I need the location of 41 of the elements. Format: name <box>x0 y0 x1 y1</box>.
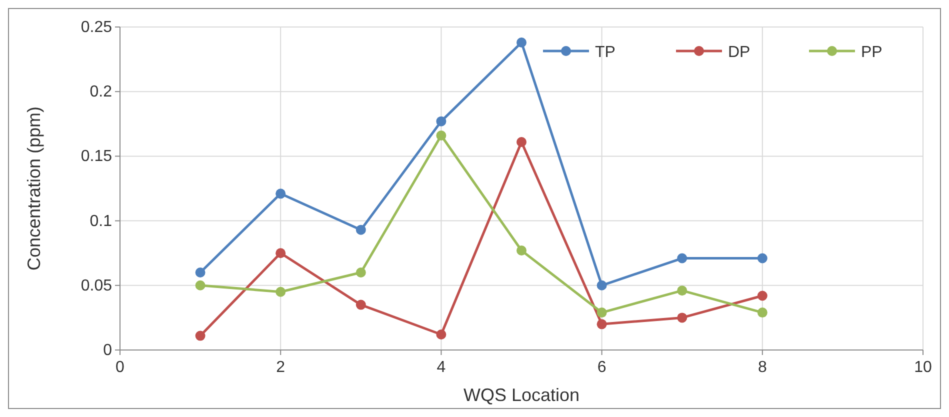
y-tick-label: 0.2 <box>90 84 112 101</box>
y-tick-label: 0.25 <box>80 19 112 36</box>
x-tick-label: 0 <box>116 359 125 376</box>
point <box>596 280 607 290</box>
x-tick-label: 4 <box>436 359 446 376</box>
point <box>436 329 446 340</box>
y-axis-title: Concentration (ppm) <box>24 106 44 271</box>
point <box>596 308 607 318</box>
point <box>276 248 286 258</box>
point <box>356 224 366 235</box>
point <box>677 286 688 296</box>
point <box>677 253 688 264</box>
point <box>596 319 607 330</box>
y-tick-label: 0.05 <box>80 277 112 294</box>
x-axis-title: WQS Location <box>463 385 580 405</box>
point <box>516 246 526 256</box>
point <box>516 38 526 48</box>
y-tick-label: 0.15 <box>80 148 112 166</box>
point <box>356 300 366 310</box>
x-tick-label: 6 <box>597 359 606 376</box>
point <box>757 253 768 264</box>
x-tick-label: 8 <box>758 359 767 376</box>
x-tick-label: 2 <box>276 359 286 376</box>
y-tick-label: 0.1 <box>90 212 112 230</box>
point <box>516 136 526 147</box>
point <box>677 312 688 323</box>
point <box>356 267 366 278</box>
point <box>436 116 446 126</box>
point <box>195 280 206 290</box>
point <box>195 330 206 341</box>
point <box>195 267 206 278</box>
legend-label: TP <box>595 44 616 61</box>
point <box>276 286 286 297</box>
point <box>276 188 286 199</box>
point <box>436 130 446 141</box>
y-tick-label: 0 <box>103 342 112 359</box>
x-tick-label: 10 <box>914 359 932 376</box>
legend-label: DP <box>728 44 750 61</box>
point <box>757 290 768 301</box>
point <box>757 308 768 318</box>
legend-label: PP <box>861 44 882 61</box>
